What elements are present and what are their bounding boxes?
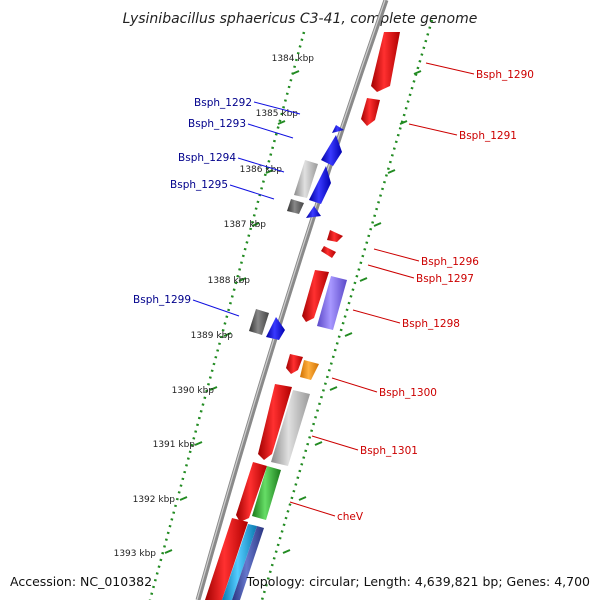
tick-label: 1387 kbp: [224, 220, 267, 230]
gene-bsph-1296[interactable]: [327, 230, 343, 242]
tick-label: 1392 kbp: [133, 495, 176, 505]
tick-mark: [298, 496, 307, 501]
label-bsph-1300[interactable]: Bsph_1300: [379, 387, 437, 399]
gene-bsph-1297[interactable]: [321, 246, 336, 258]
tick-mark: [223, 332, 232, 337]
tick-mark: [209, 386, 218, 391]
leader-line: [367, 264, 415, 279]
label-chev[interactable]: cheV: [337, 511, 364, 523]
label-bsph-1293[interactable]: Bsph_1293: [188, 118, 246, 130]
gene-bsph-1299-dark[interactable]: [249, 309, 269, 335]
genome-summary-text: Topology: circular; Length: 4,639,821 bp…: [246, 574, 590, 589]
tick-mark: [329, 386, 338, 391]
label-bsph-1291[interactable]: Bsph_1291: [459, 130, 517, 142]
right-ruler-ticks: [282, 70, 422, 554]
ruler-left: [148, 31, 306, 600]
tick-mark: [314, 441, 323, 446]
gene-bsph-1293[interactable]: [321, 135, 342, 166]
tick-mark: [344, 332, 353, 337]
label-bsph-1298[interactable]: Bsph_1298: [402, 318, 460, 330]
leader-line: [229, 184, 275, 200]
left-labels: Bsph_1292 Bsph_1293 Bsph_1294 Bsph_1295 …: [133, 97, 301, 317]
tick-mark: [265, 169, 274, 174]
label-bsph-1294[interactable]: Bsph_1294: [178, 152, 236, 164]
tick-mark: [164, 549, 173, 554]
tick-mark: [291, 70, 300, 75]
backbone-highlight: [196, 0, 386, 600]
tick-mark: [373, 222, 382, 227]
label-bsph-1292[interactable]: Bsph_1292: [194, 97, 252, 109]
tick-label: 1391 kbp: [153, 440, 196, 450]
tick-mark: [387, 169, 396, 174]
leader-line: [192, 299, 240, 317]
right-labels: Bsph_1290 Bsph_1291 Bsph_1296 Bsph_1297 …: [289, 62, 534, 523]
leader-line: [237, 157, 285, 173]
label-bsph-1296[interactable]: Bsph_1296: [421, 256, 479, 268]
leader-line: [425, 62, 475, 75]
gene-red-bottom[interactable]: [205, 518, 248, 600]
gene-bsph-1294-blue[interactable]: [309, 166, 331, 204]
gene-bsph-1298-red[interactable]: [302, 270, 329, 322]
gene-bsph-1301[interactable]: [271, 390, 310, 466]
gene-bsph-1301-red[interactable]: [258, 384, 292, 460]
ruler-right: [260, 19, 434, 600]
gene-bsph-1300[interactable]: [300, 360, 319, 380]
tick-mark: [238, 277, 247, 282]
genome-backbone: [195, 0, 389, 600]
left-ruler-ticks: [164, 70, 300, 554]
tick-mark: [194, 441, 203, 446]
tick-mark: [282, 549, 291, 554]
label-bsph-1290[interactable]: Bsph_1290: [476, 69, 534, 81]
gene-cyan[interactable]: [222, 524, 257, 600]
label-bsph-1297[interactable]: Bsph_1297: [416, 273, 474, 285]
gene-chev[interactable]: [252, 466, 281, 520]
label-bsph-1301[interactable]: Bsph_1301: [360, 445, 418, 457]
tick-label: 1393 kbp: [114, 549, 157, 559]
label-bsph-1299[interactable]: Bsph_1299: [133, 294, 191, 306]
tick-mark: [179, 496, 188, 501]
gene-bsph-1292[interactable]: [332, 125, 344, 133]
gene-bsph-1291[interactable]: [361, 98, 380, 126]
gene-red-lower[interactable]: [236, 462, 267, 522]
gene-bsph-1290[interactable]: [371, 32, 400, 92]
gene-bsph-1298[interactable]: [317, 276, 347, 330]
tick-mark: [413, 70, 422, 75]
label-bsph-1295[interactable]: Bsph_1295: [170, 179, 228, 191]
tick-mark: [277, 120, 286, 125]
gene-bsph-1299[interactable]: [266, 317, 285, 340]
tick-label: 1385 kbp: [256, 109, 299, 119]
gene-red-small[interactable]: [286, 354, 303, 374]
gene-bsph-1295[interactable]: [287, 199, 304, 214]
leader-line: [253, 101, 301, 115]
tick-mark: [359, 277, 368, 282]
leader-line: [289, 501, 336, 517]
accession-text: Accession: NC_010382: [10, 574, 152, 589]
leader-line: [408, 123, 458, 136]
tick-label: 1386 kbp: [240, 165, 283, 175]
tick-label: 1388 kbp: [208, 276, 251, 286]
tick-mark: [251, 222, 260, 227]
leader-line: [247, 123, 294, 139]
gene-blue-small[interactable]: [306, 206, 321, 218]
tick-mark: [399, 120, 408, 125]
tick-label: 1389 kbp: [191, 331, 234, 341]
map-title: Lysinibacillus sphaericus C3-41, complet…: [123, 11, 478, 27]
tick-label: 1390 kbp: [172, 386, 215, 396]
leader-line: [373, 248, 420, 262]
gene-slate[interactable]: [232, 526, 264, 600]
leader-line: [352, 309, 401, 324]
leader-line: [331, 377, 378, 393]
tick-label: 1384 kbp: [272, 54, 315, 64]
leader-line: [311, 435, 359, 451]
gene-bsph-1294[interactable]: [294, 160, 318, 198]
